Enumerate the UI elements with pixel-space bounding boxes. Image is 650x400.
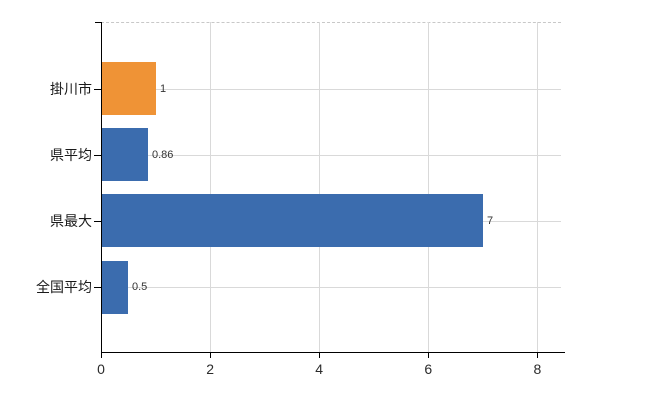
plot-top-border <box>101 22 561 23</box>
vertical-gridline <box>318 22 320 352</box>
x-tick-label: 2 <box>206 361 214 377</box>
x-axis <box>101 352 565 353</box>
category-label: 県平均 <box>50 147 92 163</box>
x-axis-tick <box>318 353 320 358</box>
bar-value-label: 0.86 <box>152 149 174 161</box>
category-tick <box>94 155 101 156</box>
category-label: 県最大 <box>50 213 92 229</box>
category-label: 掛川市 <box>50 81 92 97</box>
bar-value-label: 0.5 <box>132 281 148 293</box>
bar-pref-average <box>101 128 148 181</box>
vertical-gridline <box>536 22 538 352</box>
x-tick-label: 0 <box>97 361 105 377</box>
category-label: 全国平均 <box>36 279 92 295</box>
x-tick-label: 4 <box>315 361 324 377</box>
bar-kakegawa <box>101 62 156 115</box>
category-tick <box>94 89 101 90</box>
horizontal-gridline <box>101 155 561 156</box>
category-tick <box>94 287 101 288</box>
vertical-gridline <box>209 22 211 352</box>
vertical-gridline <box>427 22 429 352</box>
bar-value-label: 7 <box>487 215 494 227</box>
bar-national-average <box>101 261 128 314</box>
x-axis-tick <box>427 353 429 358</box>
x-axis-tick <box>536 353 538 358</box>
x-tick-label: 6 <box>424 361 433 377</box>
horizontal-gridline <box>101 287 561 288</box>
x-axis-tick <box>100 353 102 358</box>
horizontal-gridline <box>101 89 561 90</box>
bar-value-label: 1 <box>160 83 167 95</box>
x-tick-label: 8 <box>533 361 542 377</box>
category-tick <box>94 221 101 222</box>
y-axis <box>101 22 102 353</box>
bar-pref-max <box>101 194 483 247</box>
y-axis-end-tick <box>95 22 101 23</box>
x-axis-tick <box>209 353 211 358</box>
